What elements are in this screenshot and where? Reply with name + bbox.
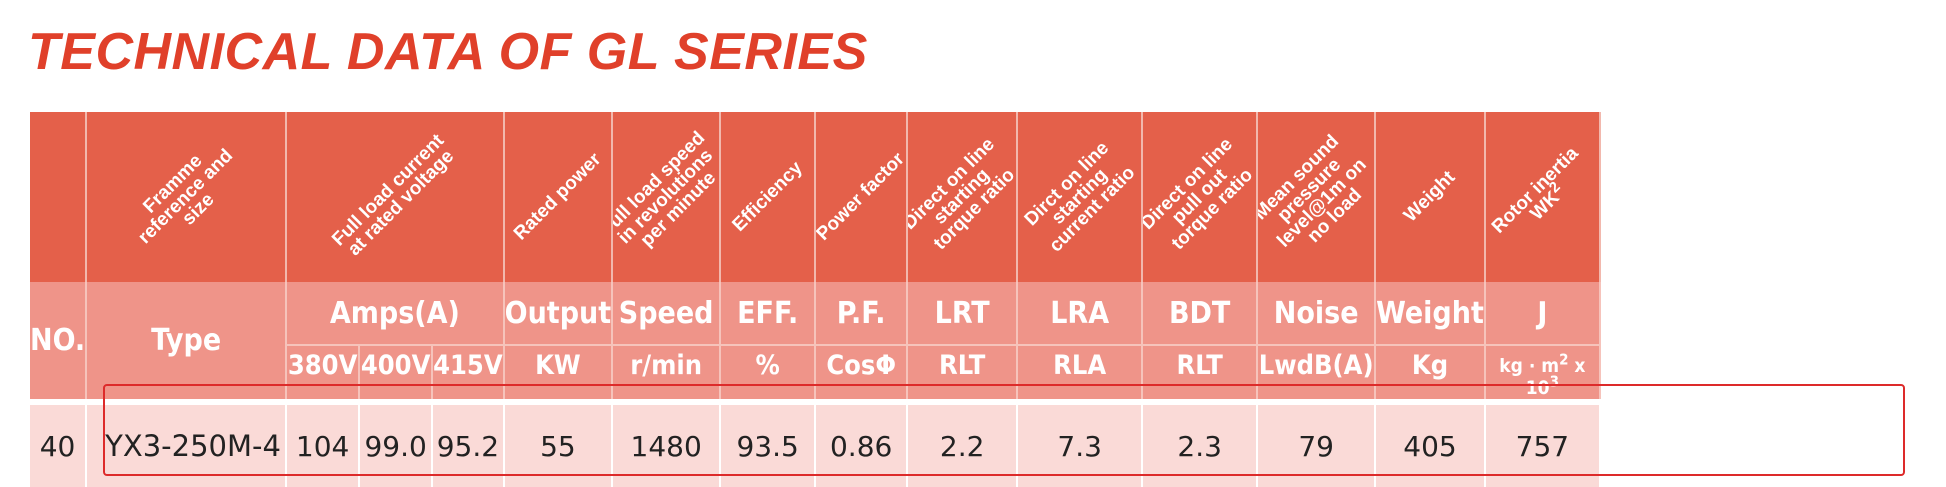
cell-type: YX3-250M-4: [86, 399, 288, 487]
header-inertia-cell: Rotor inertia WK2: [1484, 112, 1601, 282]
cell-weight: 405: [1375, 399, 1486, 487]
cell-pf: 0.86: [815, 399, 909, 487]
cell-amps-415: 95.2: [432, 399, 505, 487]
symbol-bdt: BDT: [1142, 282, 1259, 345]
page-title: TECHNICAL DATA OF GL SERIES: [28, 23, 868, 81]
rotated-header-row: Framme reference and size Full load curr…: [30, 112, 1601, 282]
symbol-lrt: LRT: [907, 282, 1019, 345]
header-inertia: Rotor inertia WK2: [1485, 135, 1598, 259]
cell-output: 55: [503, 399, 614, 487]
symbol-type: Type: [86, 282, 288, 402]
header-weight: Weight: [1399, 166, 1460, 227]
table-row: 40 YX3-250M-4 104 99.0 95.2 55 1480 93.5…: [30, 399, 1601, 487]
unit-kg: Kg: [1375, 344, 1486, 402]
symbol-speed: Speed: [612, 282, 722, 345]
unit-j-sup2: 3: [1549, 372, 1559, 391]
header-pf: Power factor: [815, 148, 908, 245]
unit-kw: KW: [503, 344, 614, 402]
unit-rlt-bdt: RLT: [1142, 344, 1259, 402]
unit-j: kg · m2 x 103: [1484, 344, 1601, 402]
cell-speed: 1480: [612, 399, 722, 487]
header-power-cell: Rated power: [503, 112, 614, 282]
header-frame-cell: Framme reference and size: [86, 112, 288, 282]
symbol-no: NO.: [30, 282, 88, 402]
unit-rla: RLA: [1017, 344, 1144, 402]
unit-rlt: RLT: [907, 344, 1019, 402]
symbol-row: NO. Type Amps(A) Output Speed EFF. P.F. …: [30, 282, 1601, 402]
header-bdt-cell: Direct on line pull out torque ratio: [1142, 112, 1259, 282]
unit-380v: 380V: [286, 344, 361, 402]
unit-percent: %: [720, 344, 817, 402]
header-weight-cell: Weight: [1375, 112, 1486, 282]
symbol-noise: Noise: [1257, 282, 1377, 345]
header-current-cell: Full load current at rated voltage: [286, 112, 505, 282]
unit-row: 380V 400V 415V KW r/min % CosΦ RLT RLA R…: [30, 344, 1601, 402]
header-frame: Framme reference and size: [134, 145, 238, 249]
header-noise: Mean sound pressure level@1m on no load: [1257, 130, 1371, 252]
symbol-amps: Amps(A): [286, 282, 505, 345]
unit-lwd: LwdB(A): [1257, 344, 1377, 402]
header-inertia-text: Rotor inertia WK: [1488, 142, 1584, 238]
unit-cos: CosΦ: [815, 344, 909, 402]
unit-415v: 415V: [432, 344, 505, 402]
header-lra: Dirct on line starting current ratio: [1020, 137, 1140, 257]
header-speed: Full load speed in revolutions per minut…: [612, 127, 721, 252]
symbol-pf: P.F.: [815, 282, 909, 345]
unit-j-base: kg · m: [1499, 355, 1560, 377]
cell-noise: 79: [1257, 399, 1377, 487]
unit-j-sup1: 2: [1559, 350, 1569, 369]
header-bdt: Direct on line pull out torque ratio: [1142, 133, 1257, 255]
cell-bdt: 2.3: [1142, 399, 1259, 487]
cell-eff: 93.5: [720, 399, 817, 487]
header-efficiency: Efficiency: [728, 157, 807, 236]
header-noise-cell: Mean sound pressure level@1m on no load: [1257, 112, 1377, 282]
header-current: Full load current at rated voltage: [328, 130, 458, 261]
cell-lra: 7.3: [1017, 399, 1144, 487]
technical-data-table: Framme reference and size Full load curr…: [30, 112, 1601, 487]
symbol-weight: Weight: [1375, 282, 1486, 345]
unit-rmin: r/min: [612, 344, 722, 402]
header-no: [30, 144, 84, 250]
cell-j: 757: [1484, 399, 1601, 487]
header-lra-cell: Dirct on line starting current ratio: [1017, 112, 1144, 282]
header-lrt: Direct on line starting torque ratio: [907, 133, 1018, 255]
header-pf-cell: Power factor: [815, 112, 909, 282]
header-lrt-cell: Direct on line starting torque ratio: [907, 112, 1019, 282]
header-efficiency-cell: Efficiency: [720, 112, 817, 282]
symbol-lra: LRA: [1017, 282, 1144, 345]
cell-amps-400: 99.0: [359, 399, 434, 487]
symbol-j: J: [1484, 282, 1601, 345]
symbol-output: Output: [503, 282, 614, 345]
cell-amps-380: 104: [286, 399, 361, 487]
header-power: Rated power: [509, 148, 606, 245]
cell-lrt: 2.2: [907, 399, 1019, 487]
cell-no: 40: [30, 399, 88, 487]
symbol-eff: EFF.: [720, 282, 817, 345]
unit-j-mid: x 10: [1525, 355, 1586, 399]
header-speed-cell: Full load speed in revolutions per minut…: [612, 112, 722, 282]
header-no-cell: [30, 112, 88, 282]
unit-400v: 400V: [359, 344, 434, 402]
